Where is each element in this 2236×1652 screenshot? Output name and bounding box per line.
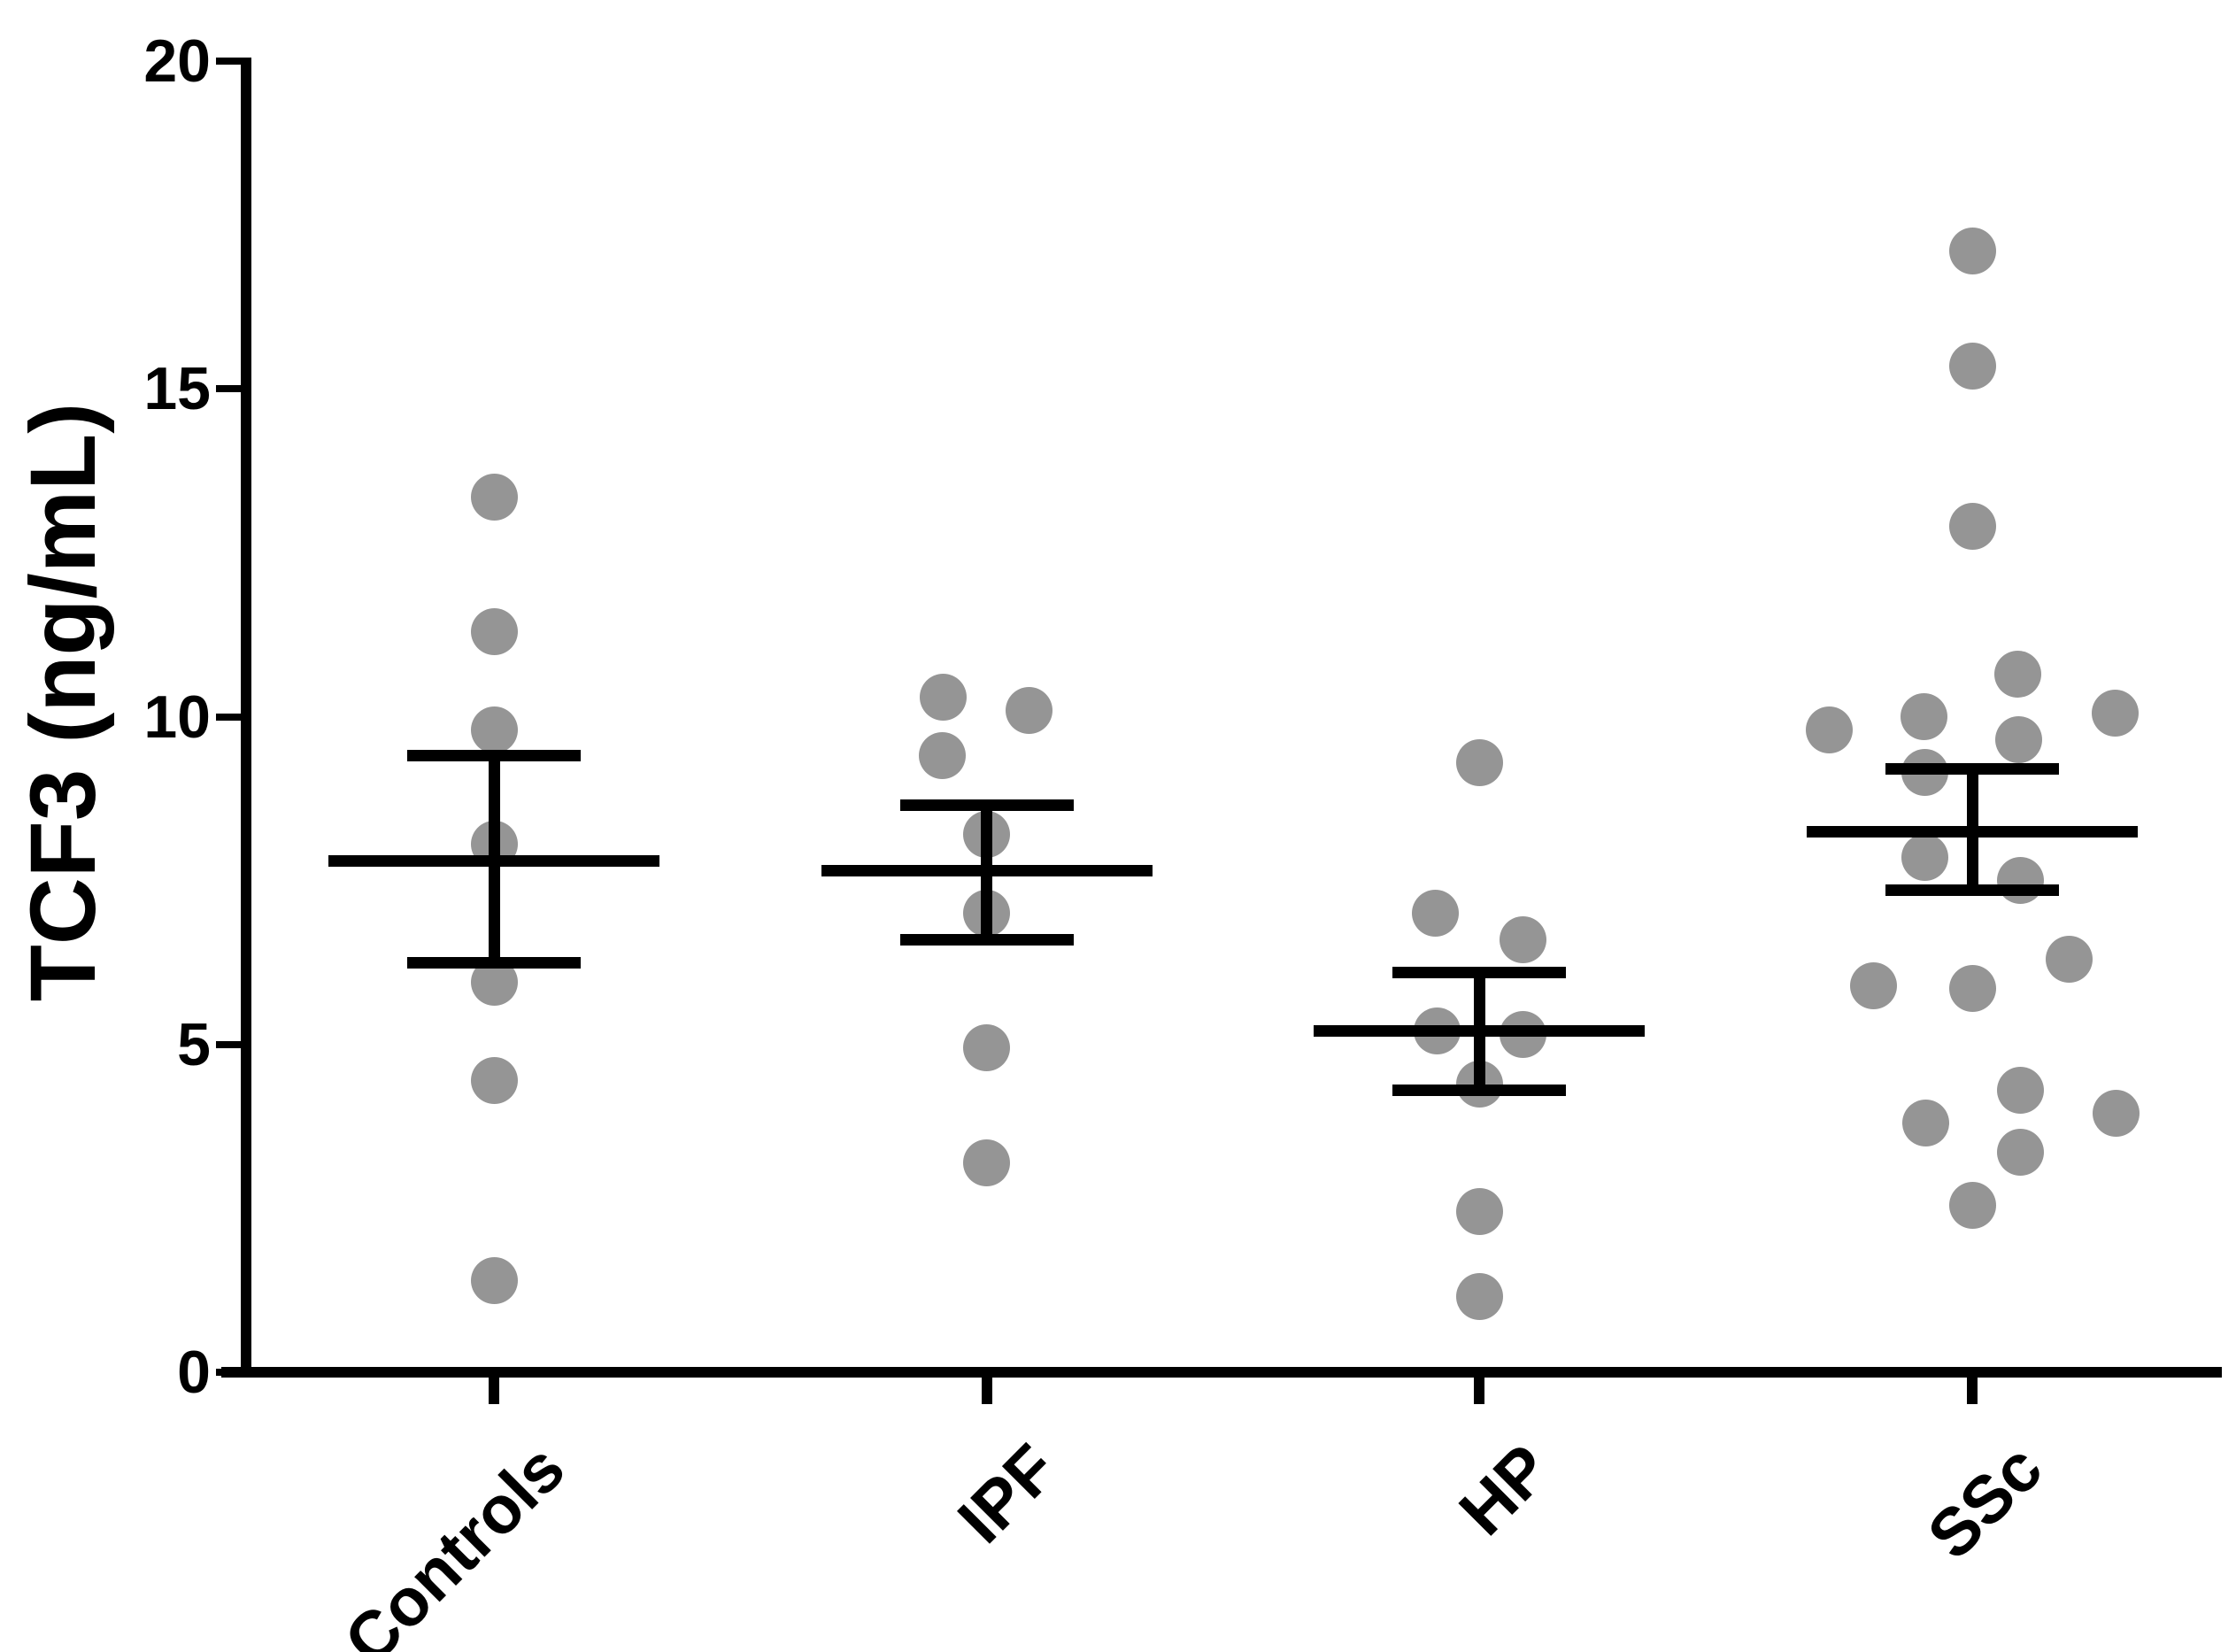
data-point [1006,686,1053,734]
data-point [2092,1090,2140,1137]
x-axis-tick [1967,1376,1978,1404]
data-point [1996,1067,2044,1115]
error-bar-cap-bottom [1392,1085,1567,1097]
data-point [920,673,968,721]
data-point [963,1139,1011,1186]
y-axis-tick [216,1369,241,1376]
x-axis-category-label: Controls [329,1430,579,1652]
error-bar-cap-top [1392,966,1567,978]
error-bar-cap-bottom [1885,884,2059,897]
data-point [1948,503,1996,551]
data-point [1499,915,1546,963]
data-point [470,706,518,753]
data-point [1996,857,2044,905]
y-axis-tick-label: 0 [177,1339,211,1406]
y-axis-tick [216,58,241,65]
data-point [1901,1100,1949,1147]
data-point [1900,693,1947,740]
x-axis-tick [981,1376,992,1404]
x-axis-category-label: HP [1445,1430,1565,1550]
data-point [1455,1273,1503,1321]
data-point [1411,890,1459,938]
mean-line [1807,825,2138,838]
data-point [1849,961,1897,1009]
data-point [1996,1129,2044,1177]
y-axis-tick [216,385,241,393]
data-point [470,1256,518,1304]
x-axis-category-label: SSc [1914,1430,2057,1574]
x-axis-tick [1474,1376,1485,1404]
error-bar-cap-top [407,750,581,762]
mean-line [1314,1025,1646,1038]
error-bar-cap-bottom [407,956,581,969]
y-axis-tick-label: 10 [143,683,211,751]
y-axis-tick-label: 15 [143,355,211,423]
error-bar-cap-bottom [899,933,1074,946]
data-point [1948,342,1996,390]
data-point [1948,1181,1996,1229]
data-point [1455,738,1503,786]
data-point [470,1056,518,1104]
x-axis-category-label: IPF [944,1430,1072,1558]
y-axis-line [241,58,251,1378]
x-axis-tick [489,1376,499,1404]
data-point [2045,935,2093,983]
data-point [919,732,967,780]
data-point [1805,706,1853,753]
data-point [2091,690,2139,737]
data-point [470,607,518,655]
data-point [1948,228,1996,275]
y-axis-tick [216,713,241,721]
y-axis-tick [216,1040,241,1048]
mean-line [821,865,1153,877]
y-axis-tick-label: 20 [143,27,211,95]
data-point [1948,965,1996,1013]
data-point [1455,1188,1503,1236]
x-axis-line [221,1367,2222,1378]
y-axis-tick-label: 5 [177,1010,211,1078]
data-point [963,1023,1011,1071]
data-point [1901,834,1948,882]
error-bar-cap-top [1885,763,2059,776]
data-point [470,473,518,521]
mean-line [328,854,659,867]
data-point [1994,715,2042,763]
error-bar-cap-top [899,799,1074,811]
data-point [1993,650,2041,698]
